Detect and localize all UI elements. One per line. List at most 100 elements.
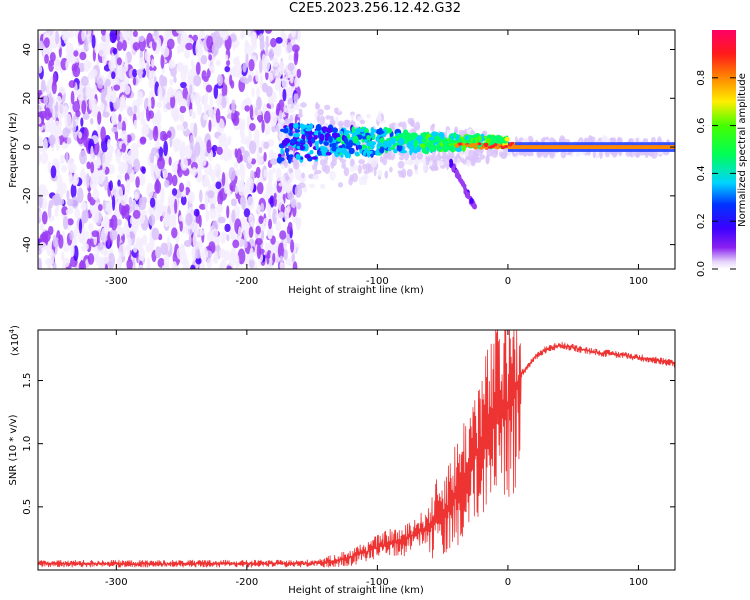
spectrogram-cell (300, 156, 304, 160)
spectrogram-cell (285, 152, 289, 157)
spectrogram-cell (128, 196, 133, 206)
spectrogram-cell (208, 241, 216, 254)
spectrogram-cell (300, 102, 307, 108)
spectrogram-cell (147, 96, 152, 112)
spectrogram-cell (72, 101, 81, 113)
spectrogram-cell (366, 135, 371, 141)
spectrogram-cell (263, 217, 268, 225)
snr-frame (37, 329, 676, 571)
spectrogram-cell (403, 151, 410, 161)
spectrogram-cell (224, 223, 231, 233)
spectrogram-cell (55, 101, 59, 113)
spectrogram-cell (337, 182, 343, 188)
spectrogram-cell (78, 62, 86, 73)
spectrogram-cell (429, 165, 436, 170)
spectrogram-cell (217, 216, 226, 224)
spectrogram-cell (115, 148, 122, 164)
spectrogram-cell (504, 145, 509, 149)
spectrogram-cell (38, 40, 44, 51)
spectrogram-cell (54, 207, 59, 217)
spectrogram-cell (78, 218, 83, 234)
spectrogram-cell (325, 151, 332, 156)
spectrogram-cell (166, 130, 172, 139)
spectrogram-cell (236, 148, 242, 164)
spectrogram-cell (500, 152, 508, 160)
spectrogram-cell (305, 124, 310, 129)
spectrogram-cell (96, 156, 101, 169)
spectrogram-cell (396, 144, 403, 152)
spectrogram-cell (76, 187, 84, 204)
spectrogram-cell (132, 77, 137, 86)
spectrogram-cell (190, 264, 196, 269)
spectrogram-cell (345, 142, 352, 150)
spectrogram-cell (102, 199, 106, 211)
spectrogram-cell (295, 218, 301, 231)
spectrogram-cell (52, 262, 57, 269)
spectrogram-cell (275, 220, 282, 232)
spectrogram-cell (335, 147, 343, 153)
spectrogram-cell (81, 227, 86, 238)
spectrogram-cell (213, 84, 219, 99)
snr-xtick-label: 100 (629, 577, 648, 588)
spectrogram-cell (120, 130, 127, 140)
spectrogram-cell (118, 251, 122, 266)
spectrogram-cell (172, 108, 180, 123)
spectrogram-cell (451, 166, 456, 173)
spectrogram-cell (272, 167, 276, 174)
spectrogram-cell (104, 175, 109, 185)
snr-xtick-label: -300 (105, 577, 128, 588)
spectrogram-cell (450, 139, 456, 143)
spectrogram-cell (233, 63, 237, 78)
spectrogram-cell (82, 112, 90, 120)
spectrogram-cell (407, 141, 413, 149)
spectrogram-cell (235, 254, 240, 269)
spectrogram-cell (160, 242, 169, 256)
spectrogram-cell (308, 183, 316, 188)
spectrogram-cell (383, 140, 389, 149)
spectrogram-cell (186, 93, 190, 108)
spectrogram-cell (81, 209, 89, 224)
spectrogram-cell (244, 105, 251, 112)
spectrogram-cell (398, 156, 405, 161)
spectrogram-cell (454, 126, 459, 135)
spectrogram-cell (240, 130, 245, 140)
spectrogram-cell (286, 103, 293, 108)
spectrogram-cell (216, 203, 224, 214)
spectrogram-cell (148, 110, 154, 119)
spectrogram-cell (350, 113, 355, 120)
spectrogram-cell (307, 139, 312, 145)
spectrogram-cell (155, 178, 160, 193)
spectrogram-cell (132, 68, 138, 78)
spectrogram-cell (62, 127, 70, 138)
spectrogram-cell (263, 110, 271, 124)
spectrogram-xtick-label: -100 (366, 276, 389, 287)
spectrogram-cell (485, 137, 491, 145)
spectrogram-cell (296, 145, 301, 150)
spectrogram-cell (363, 175, 368, 186)
spectrogram-cell (351, 126, 355, 133)
spectrogram-cell (53, 120, 61, 135)
spectrogram-cell (479, 146, 484, 150)
spectrogram-cell (288, 54, 293, 62)
spectrogram-cell (299, 139, 306, 144)
spectrogram-cell (270, 152, 279, 160)
spectrogram-cell (216, 146, 223, 155)
spectrogram-cell (65, 208, 73, 215)
spectrogram-cell (62, 141, 66, 150)
spectrogram-cell (38, 257, 42, 269)
spectrogram-cell (190, 92, 195, 104)
spectrogram-cell (315, 123, 322, 132)
spectrogram-cell (253, 129, 260, 144)
spectrogram-cell (340, 154, 344, 158)
spectrogram-cell (292, 123, 299, 129)
spectrogram-cell (469, 197, 474, 204)
spectrogram-cell (446, 129, 452, 135)
spectrogram-cell (259, 58, 263, 74)
colorbar-label: Normalized spectral amplitude (737, 73, 748, 227)
spectrogram-cell (313, 175, 318, 181)
spectrogram-cell (256, 182, 264, 195)
spectrogram-frame (37, 29, 676, 270)
spectrogram-cell (381, 133, 387, 138)
spectrogram-cell (367, 158, 372, 165)
spectrogram-cell (183, 48, 191, 59)
